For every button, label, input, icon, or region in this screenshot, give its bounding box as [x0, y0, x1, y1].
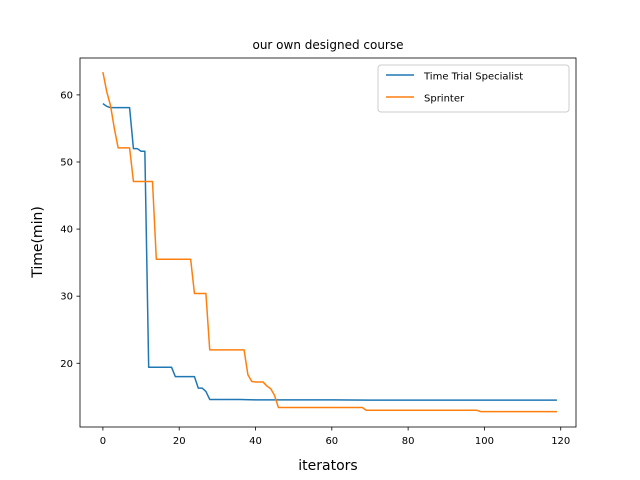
y-axis-title: Time(min) [30, 206, 46, 279]
y-tick-label: 30 [60, 292, 73, 303]
x-tick-label: 60 [325, 436, 338, 447]
series-line-time-trial-specialist [102, 103, 557, 401]
legend-label-sprinter: Sprinter [424, 94, 465, 105]
x-tick-label: 40 [249, 436, 262, 447]
x-tick-label: 0 [100, 436, 106, 447]
y-tick-label: 60 [60, 90, 73, 101]
series-line-sprinter [102, 71, 557, 413]
x-tick-label: 20 [173, 436, 186, 447]
x-tick-label: 120 [551, 436, 570, 447]
legend: Time Trial Specialist Sprinter [377, 64, 570, 113]
x-axis: 0 20 40 60 80 100 120 [100, 427, 570, 447]
plot-frame [79, 57, 577, 428]
x-tick-label: 80 [402, 436, 415, 447]
y-axis: 20 30 40 50 60 [60, 90, 80, 370]
chart-title: our own designed course [252, 38, 403, 52]
legend-box [377, 64, 570, 113]
y-tick-label: 50 [60, 157, 73, 168]
plot-lines [102, 71, 557, 413]
x-tick-label: 100 [475, 436, 494, 447]
legend-label-time-trial-specialist: Time Trial Specialist [423, 72, 523, 83]
y-tick-label: 40 [60, 225, 73, 236]
y-tick-label: 20 [60, 359, 73, 370]
x-axis-title: iterators [298, 458, 357, 474]
